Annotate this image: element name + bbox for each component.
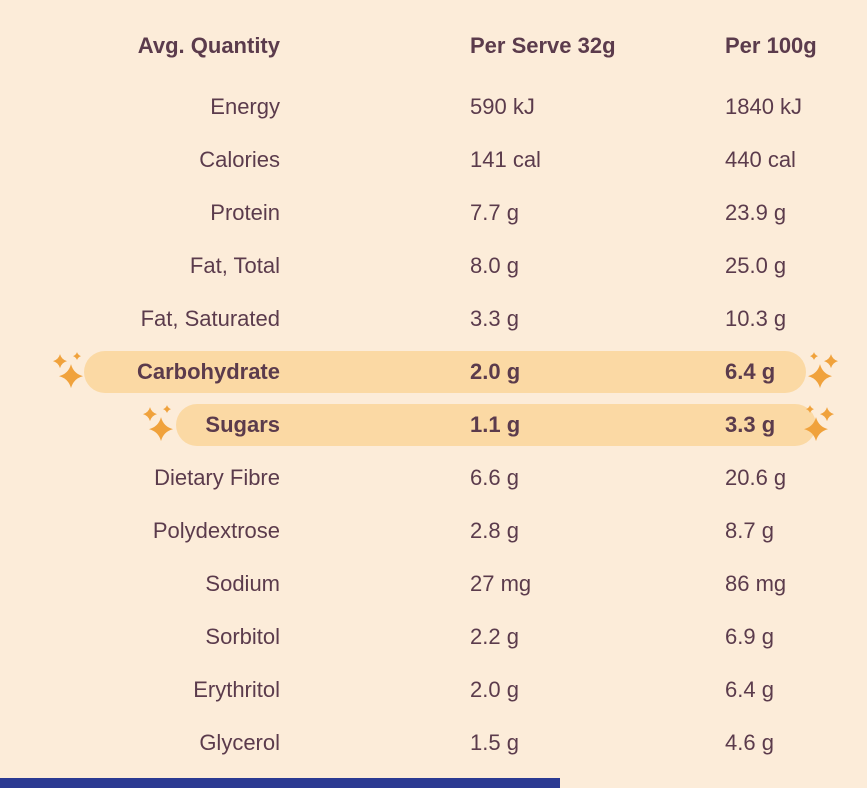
row-per-serve: 2.0 g [470, 358, 521, 384]
table-row-protein: Protein 7.7 g 23.9 g [0, 186, 867, 239]
highlight-pill [84, 350, 806, 393]
row-label: Fat, Total [189, 252, 280, 278]
row-label: Polydextrose [152, 517, 280, 543]
row-label: Carbohydrate [136, 358, 280, 384]
sparkle-icon [807, 350, 841, 392]
row-label: Sugars [205, 411, 280, 437]
row-label: Calories [199, 146, 280, 172]
row-label: Dietary Fibre [154, 464, 280, 490]
row-per-100g: 20.6 g [725, 464, 787, 490]
row-per-100g: 23.9 g [725, 199, 787, 225]
row-per-serve: 1.1 g [470, 411, 521, 437]
table-row-calories: Calories 141 cal 440 cal [0, 133, 867, 186]
row-label: Protein [210, 199, 280, 225]
sparkle-icon [140, 403, 174, 445]
table-row-energy: Energy 590 kJ 1840 kJ [0, 80, 867, 133]
table-row-erythritol: Erythritol 2.0 g 6.4 g [0, 663, 867, 716]
row-per-serve: 3.3 g [470, 305, 519, 331]
bottom-blue-bar [0, 778, 560, 788]
row-per-100g: 440 cal [725, 146, 796, 172]
row-per-serve: 590 kJ [470, 93, 535, 119]
row-per-serve: 7.7 g [470, 199, 519, 225]
highlight-pill [176, 403, 816, 446]
row-per-100g: 1840 kJ [725, 93, 803, 119]
row-per-100g: 4.6 g [725, 729, 774, 755]
table-header: Avg. Quantity Per Serve 32g Per 100g [0, 20, 867, 72]
row-label: Fat, Saturated [140, 305, 280, 331]
header-per-serve: Per Serve 32g [470, 33, 616, 58]
table-row-sugars: Sugars 1.1 g 3.3 g [0, 398, 867, 451]
header-per-100g: Per 100g [725, 33, 817, 58]
table-row-polydextrose: Polydextrose 2.8 g 8.7 g [0, 504, 867, 557]
row-label: Sorbitol [205, 623, 280, 649]
row-label: Energy [210, 93, 280, 119]
row-per-serve: 1.5 g [470, 729, 519, 755]
row-per-100g: 25.0 g [725, 252, 787, 278]
row-per-serve: 27 mg [470, 570, 532, 596]
row-per-serve: 2.0 g [470, 676, 519, 702]
row-per-serve: 2.8 g [470, 517, 519, 543]
row-per-100g: 6.4 g [725, 358, 776, 384]
table-row-glycerol: Glycerol 1.5 g 4.6 g [0, 716, 867, 769]
row-per-100g: 10.3 g [725, 305, 787, 331]
table-row-fat-total: Fat, Total 8.0 g 25.0 g [0, 239, 867, 292]
row-label: Erythritol [193, 676, 280, 702]
row-label: Glycerol [199, 729, 280, 755]
row-per-100g: 8.7 g [725, 517, 774, 543]
row-per-100g: 6.4 g [725, 676, 774, 702]
row-per-serve: 6.6 g [470, 464, 519, 490]
row-per-100g: 86 mg [725, 570, 787, 596]
row-per-serve: 141 cal [470, 146, 541, 172]
table-row-sodium: Sodium 27 mg 86 mg [0, 557, 867, 610]
row-label: Sodium [205, 570, 280, 596]
table-row-carbohydrate: Carbohydrate 2.0 g 6.4 g [0, 345, 867, 398]
table-row-sorbitol: Sorbitol 2.2 g 6.9 g [0, 610, 867, 663]
sparkle-icon [50, 350, 84, 392]
row-per-serve: 2.2 g [470, 623, 519, 649]
table-row-dietary-fibre: Dietary Fibre 6.6 g 20.6 g [0, 451, 867, 504]
row-per-serve: 8.0 g [470, 252, 519, 278]
sparkle-icon [803, 403, 837, 445]
row-per-100g: 3.3 g [725, 411, 776, 437]
table-row-fat-saturated: Fat, Saturated 3.3 g 10.3 g [0, 292, 867, 345]
header-avg-quantity: Avg. Quantity [137, 33, 280, 58]
row-per-100g: 6.9 g [725, 623, 774, 649]
